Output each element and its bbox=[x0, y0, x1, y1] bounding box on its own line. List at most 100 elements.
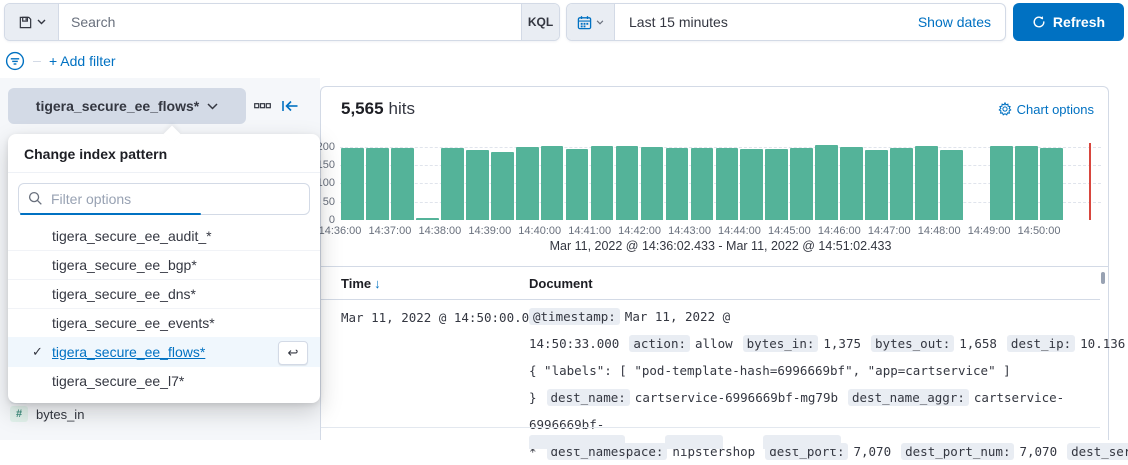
next-document-row bbox=[529, 435, 841, 449]
histogram-bar[interactable] bbox=[790, 148, 814, 220]
histogram-bar[interactable] bbox=[540, 146, 564, 220]
gridline bbox=[340, 146, 1101, 148]
histogram-bar[interactable] bbox=[1040, 148, 1063, 220]
field-badge: bytes_in: bbox=[742, 335, 819, 352]
documents-table-header: Time ↓ Document bbox=[321, 267, 1100, 300]
field-value: 1,658 bbox=[959, 336, 997, 351]
field-value: allow bbox=[695, 336, 733, 351]
y-axis-tick-label: 150 bbox=[316, 159, 335, 171]
return-key-icon[interactable]: ↩ bbox=[278, 341, 308, 365]
histogram-bar[interactable] bbox=[440, 148, 464, 220]
histogram-bar[interactable] bbox=[690, 148, 714, 220]
index-pattern-option-label: tigera_secure_ee_bgp* bbox=[52, 257, 197, 273]
x-axis-tick-label: 14:42:00 bbox=[618, 225, 662, 237]
histogram-bar[interactable] bbox=[815, 145, 839, 220]
sidebar-field-bytes_in[interactable]: # bytes_in bbox=[10, 406, 84, 422]
x-axis-tick-label: 14:37:00 bbox=[368, 225, 412, 237]
query-bar: KQL bbox=[4, 3, 560, 41]
panel-divider bbox=[321, 266, 1108, 267]
histogram-bar[interactable] bbox=[590, 145, 614, 220]
saved-query-menu-button[interactable] bbox=[5, 4, 59, 40]
histogram-bar[interactable] bbox=[640, 147, 664, 220]
x-axis-tick-label: 14:48:00 bbox=[917, 225, 961, 237]
y-axis-tick-label: 200 bbox=[316, 140, 335, 153]
index-pattern-option-label: tigera_secure_ee_dns* bbox=[52, 286, 196, 302]
index-pattern-option[interactable]: tigera_secure_ee_audit_* bbox=[8, 221, 320, 250]
field-badge bbox=[665, 435, 723, 449]
index-pattern-option[interactable]: tigera_secure_ee_dns* bbox=[8, 279, 320, 308]
x-axis-tick-label: 14:36:00 bbox=[318, 225, 362, 237]
histogram-bar[interactable] bbox=[341, 148, 364, 220]
column-header-time[interactable]: Time ↓ bbox=[341, 276, 381, 291]
histogram-bar[interactable] bbox=[765, 148, 789, 220]
x-axis-tick-label: 14:38:00 bbox=[418, 225, 462, 237]
field-badge bbox=[529, 435, 625, 449]
field-value: 7,070 bbox=[853, 444, 892, 459]
histogram-bar[interactable] bbox=[565, 149, 589, 220]
scrollbar-thumb[interactable] bbox=[1101, 272, 1105, 284]
search-icon bbox=[28, 191, 43, 206]
field-badge: bytes_out: bbox=[871, 335, 955, 352]
x-axis-tick-label: 14:46:00 bbox=[817, 225, 861, 237]
document-row-time[interactable]: Mar 11, 2022 @ 14:50:00.000 bbox=[341, 310, 545, 325]
search-input[interactable] bbox=[59, 4, 521, 40]
index-pattern-option[interactable]: tigera_secure_ee_events* bbox=[8, 308, 320, 337]
date-picker: Last 15 minutes Show dates bbox=[566, 3, 1006, 41]
discover-app: KQL Last 15 minutes Show dates Refresh +… bbox=[4, 3, 1128, 460]
time-range-value[interactable]: Last 15 minutes bbox=[629, 14, 728, 30]
index-pattern-option-label: tigera_secure_ee_audit_* bbox=[52, 227, 212, 244]
y-axis-tick-label: 50 bbox=[322, 195, 335, 208]
histogram-bar[interactable] bbox=[865, 150, 889, 220]
quick-select-menu-button[interactable] bbox=[567, 4, 615, 40]
index-pattern-option[interactable]: tigera_secure_ee_l7* bbox=[8, 366, 320, 395]
chart-options-button[interactable]: Chart options bbox=[998, 102, 1094, 117]
histogram-bar[interactable] bbox=[665, 148, 689, 220]
index-pattern-option-label: tigera_secure_ee_flows* bbox=[52, 344, 206, 360]
histogram-bar[interactable] bbox=[890, 148, 914, 220]
refresh-button[interactable]: Refresh bbox=[1013, 3, 1124, 41]
index-pattern-option[interactable]: ✓ tigera_secure_ee_flows* ↩ bbox=[8, 337, 320, 366]
histogram-bar[interactable] bbox=[490, 151, 514, 220]
histogram-bar[interactable] bbox=[615, 145, 639, 220]
refresh-icon bbox=[1032, 15, 1046, 29]
filter-icon[interactable] bbox=[5, 51, 25, 71]
x-axis-tick-label: 14:49:00 bbox=[967, 225, 1011, 237]
field-badge bbox=[763, 435, 841, 449]
add-filter-link[interactable]: + Add filter bbox=[49, 53, 116, 69]
histogram-bar[interactable] bbox=[915, 145, 938, 220]
field-badge: dest_port_num: bbox=[901, 443, 1015, 460]
gear-icon bbox=[998, 102, 1012, 116]
change-index-pattern-popover: Change index pattern tigera_secure_ee_au… bbox=[8, 125, 320, 403]
histogram-bar[interactable] bbox=[390, 148, 414, 220]
index-pattern-option[interactable]: tigera_secure_ee_bgp* bbox=[8, 250, 320, 279]
field-value: 1,375 bbox=[823, 336, 862, 351]
hits-count: 5,565 bbox=[341, 99, 384, 118]
show-dates-link[interactable]: Show dates bbox=[917, 14, 991, 30]
index-pattern-option-label: tigera_secure_ee_l7* bbox=[52, 373, 185, 389]
field-settings-icon[interactable] bbox=[254, 101, 271, 111]
histogram-bar[interactable] bbox=[990, 145, 1013, 220]
histogram-bar[interactable] bbox=[740, 148, 764, 220]
index-pattern-option-label: tigera_secure_ee_events* bbox=[52, 315, 215, 331]
histogram-bar[interactable] bbox=[840, 147, 864, 220]
filter-options-input[interactable] bbox=[18, 183, 310, 215]
histogram-bar[interactable] bbox=[715, 148, 739, 220]
histogram-bar[interactable] bbox=[940, 149, 963, 220]
kql-language-button[interactable]: KQL bbox=[521, 4, 559, 40]
field-badge: action: bbox=[629, 335, 690, 352]
collapse-sidebar-icon[interactable] bbox=[281, 99, 299, 113]
hits-histogram[interactable]: 0 50 100 150 200 14:36:00 14:37:00 14:38:00 14:3… bbox=[317, 141, 1101, 237]
index-pattern-switch-button[interactable]: tigera_secure_ee_flows* bbox=[8, 88, 246, 124]
field-value: { "labels": [ "pod-template-hash=6996669… bbox=[529, 363, 1011, 405]
histogram-bar[interactable] bbox=[415, 218, 439, 220]
filter-divider bbox=[33, 60, 41, 62]
histogram-bar[interactable] bbox=[515, 147, 539, 220]
results-panel: 5,565 hits Chart options 0 50 100 150 200 14:… bbox=[317, 86, 1128, 460]
x-axis-tick-label: 14:50:00 bbox=[1017, 225, 1061, 237]
filter-bar: + Add filter bbox=[5, 50, 116, 72]
histogram-bar[interactable] bbox=[465, 149, 489, 220]
field-badge: dest_name_aggr: bbox=[848, 389, 969, 406]
chevron-down-icon bbox=[207, 102, 218, 110]
histogram-bar[interactable] bbox=[365, 148, 389, 220]
histogram-bar[interactable] bbox=[1015, 145, 1038, 220]
